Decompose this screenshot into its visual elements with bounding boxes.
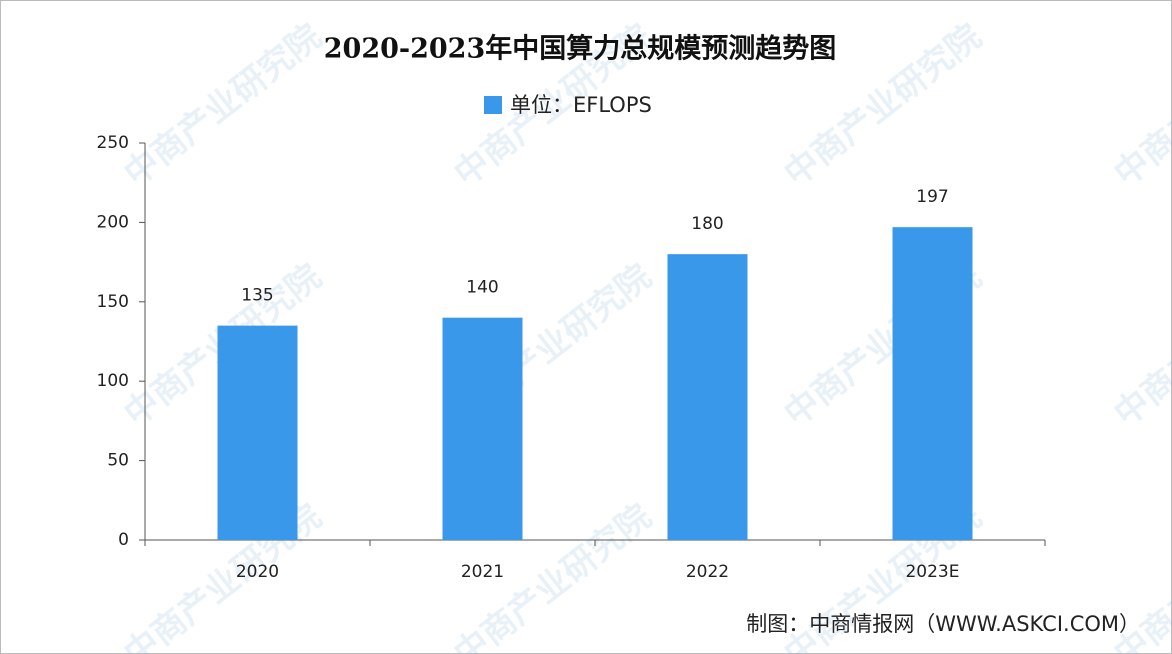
bar bbox=[442, 317, 523, 540]
x-tick-label: 2023E bbox=[905, 562, 959, 582]
y-tick-label: 100 bbox=[97, 371, 129, 391]
legend-label: 单位：EFLOPS bbox=[510, 93, 652, 117]
value-label: 135 bbox=[241, 286, 273, 306]
y-tick-label: 250 bbox=[97, 133, 129, 153]
bar bbox=[667, 254, 748, 540]
value-label: 197 bbox=[916, 187, 948, 207]
bar bbox=[217, 325, 298, 540]
y-tick-label: 150 bbox=[97, 292, 129, 312]
y-tick-label: 50 bbox=[107, 451, 129, 471]
x-tick-label: 2020 bbox=[236, 562, 279, 582]
chart-title: 2020-2023年中国算力总规模预测趋势图 bbox=[324, 33, 837, 65]
bar bbox=[892, 227, 973, 540]
y-tick-label: 0 bbox=[118, 530, 129, 550]
value-label: 180 bbox=[691, 214, 723, 234]
value-label: 140 bbox=[466, 278, 498, 298]
y-tick-label: 200 bbox=[97, 212, 129, 232]
legend-swatch bbox=[484, 96, 502, 114]
x-tick-label: 2022 bbox=[686, 562, 729, 582]
x-tick-label: 2021 bbox=[461, 562, 504, 582]
source-note: 制图：中商情报网（WWW.ASKCI.COM） bbox=[746, 612, 1140, 636]
